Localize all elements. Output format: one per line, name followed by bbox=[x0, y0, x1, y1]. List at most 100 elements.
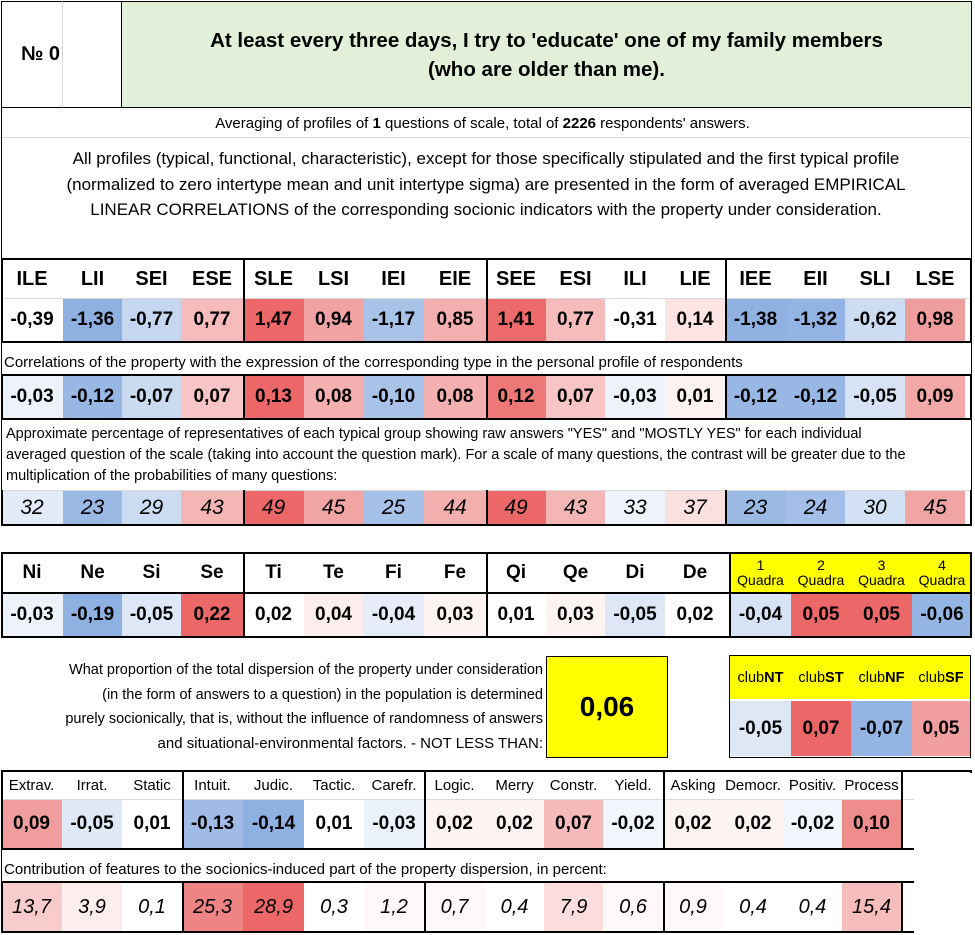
number-cell: № 0 bbox=[1, 1, 62, 108]
quadra-label-text: Quadra bbox=[918, 572, 966, 588]
group-separator bbox=[243, 374, 245, 419]
type-correlation-value: -0,12 bbox=[725, 376, 786, 418]
border-line bbox=[1, 931, 914, 933]
quadra-label-text: Quadra bbox=[858, 572, 905, 588]
type-percentage-value: 30 bbox=[845, 491, 905, 524]
club-label-sf: club SF bbox=[912, 656, 970, 699]
type-correlation-value: 0,08 bbox=[304, 376, 363, 418]
trait-label-static: Static bbox=[133, 776, 171, 794]
club-label-nf: club NF bbox=[851, 656, 912, 699]
trait-contribution-value: 0,4 bbox=[723, 883, 783, 931]
group-separator bbox=[182, 770, 184, 850]
club-name: NF bbox=[885, 669, 905, 686]
function-label-se: Se bbox=[200, 562, 224, 583]
quadra-label-2: 2 Quadra bbox=[791, 554, 851, 592]
trait-contribution-value: 0,4 bbox=[783, 883, 842, 931]
type-label-lii: LII bbox=[80, 267, 105, 290]
club-prefix: club bbox=[737, 669, 765, 686]
summary-questions: 1 bbox=[372, 115, 381, 132]
trait-label-positiv: Positiv. bbox=[788, 776, 837, 794]
club-label-nt: club NT bbox=[730, 656, 791, 699]
function-value: -0,04 bbox=[363, 594, 424, 636]
type-percentage-value: 43 bbox=[181, 491, 243, 524]
type-percentage-value: 44 bbox=[424, 491, 486, 524]
grid-line bbox=[1, 799, 914, 800]
dispersion-line4: and situational-environmental factors. -… bbox=[157, 734, 543, 752]
percentage-caption: Approximate percentage of representative… bbox=[2, 424, 970, 487]
trait-label-asking: Asking bbox=[670, 776, 716, 794]
quadra-label-text: 2 bbox=[817, 557, 825, 573]
function-value: -0,03 bbox=[1, 594, 63, 636]
group-separator bbox=[424, 770, 426, 850]
dispersion-line3: purely socionically, that is, without th… bbox=[65, 711, 543, 727]
title-cell: At least every three days, I try to 'edu… bbox=[121, 1, 972, 108]
club-label-st: club ST bbox=[791, 656, 851, 699]
function-value: 0,02 bbox=[243, 594, 304, 636]
club-prefix: club bbox=[798, 669, 826, 686]
quadra-label-text: 1 bbox=[756, 557, 765, 573]
group-separator bbox=[901, 770, 903, 850]
trait-value: 0,01 bbox=[304, 800, 364, 848]
type-percentage-value: 49 bbox=[486, 491, 546, 524]
quadra-value: 0,05 bbox=[851, 594, 912, 636]
trait-label-intuit: Intuit. bbox=[194, 776, 231, 794]
type-profile-value: 0,85 bbox=[424, 299, 486, 341]
trait-label-judic: Judic. bbox=[253, 776, 294, 794]
group-separator bbox=[970, 490, 972, 526]
group-separator bbox=[970, 552, 972, 638]
group-separator bbox=[1, 881, 3, 933]
dispersion-value: 0,06 bbox=[579, 691, 635, 722]
summary-line: Averaging of profiles of 1 questions of … bbox=[0, 111, 965, 137]
group-separator bbox=[243, 258, 245, 342]
function-value: 0,04 bbox=[304, 594, 363, 636]
type-profile-value: -1,38 bbox=[725, 299, 786, 341]
trait-contribution-value: 25,3 bbox=[182, 883, 243, 931]
quadra-value: 0,05 bbox=[791, 594, 851, 636]
type-correlation-value: 0,07 bbox=[546, 376, 605, 418]
club-prefix: club bbox=[858, 669, 886, 686]
type-correlation-value: -0,12 bbox=[63, 376, 122, 418]
type-label-sle: SLE bbox=[254, 267, 293, 290]
type-label-lie: LIE bbox=[679, 267, 711, 290]
border-line bbox=[1, 343, 2, 491]
group-separator bbox=[729, 552, 731, 638]
group-separator bbox=[182, 881, 184, 933]
type-profile-value: 0,77 bbox=[181, 299, 243, 341]
type-profile-value: -0,62 bbox=[845, 299, 905, 341]
percentage-caption-line-1: Approximate percentage of representative… bbox=[6, 426, 862, 442]
trait-value: 0,01 bbox=[122, 800, 182, 848]
description-line2: (normalized to zero intertype mean and u… bbox=[66, 174, 906, 194]
type-label-eii: EII bbox=[803, 267, 828, 290]
type-profile-value: -1,36 bbox=[63, 299, 122, 341]
group-separator bbox=[970, 258, 972, 342]
type-percentage-value: 23 bbox=[63, 491, 122, 524]
type-correlation-value: 0,13 bbox=[243, 376, 304, 418]
club-value: -0,05 bbox=[730, 701, 791, 756]
trait-label-logic: Logic. bbox=[434, 776, 475, 794]
group-separator bbox=[1, 374, 3, 419]
type-percentage-value: 33 bbox=[605, 491, 665, 524]
trait-contribution-value: 0,4 bbox=[485, 883, 544, 931]
type-correlation-value: 0,09 bbox=[905, 376, 965, 418]
quadra-label-3: 3 Quadra bbox=[851, 554, 912, 592]
club-value: -0,07 bbox=[851, 701, 912, 756]
group-separator bbox=[725, 258, 727, 342]
type-label-see: SEE bbox=[495, 267, 537, 290]
dispersion-text: What proportion of the total dispersion … bbox=[2, 658, 545, 758]
group-separator bbox=[243, 490, 245, 526]
border-line bbox=[1, 418, 972, 420]
trait-contribution-value: 0,7 bbox=[424, 883, 485, 931]
dispersion-line2: (in the form of answers to a question) i… bbox=[102, 686, 543, 703]
club-value: 0,07 bbox=[791, 701, 851, 756]
type-correlation-value: 0,07 bbox=[181, 376, 243, 418]
quadra-label-text: 3 bbox=[877, 557, 886, 573]
function-value: 0,01 bbox=[486, 594, 546, 636]
type-profile-value: -1,17 bbox=[363, 299, 424, 341]
group-separator bbox=[725, 490, 727, 526]
type-percentage-value: 32 bbox=[1, 491, 63, 524]
type-label-lse: LSE bbox=[915, 267, 955, 290]
type-correlation-value: 0,01 bbox=[665, 376, 725, 418]
function-value: 0,03 bbox=[546, 594, 605, 636]
trait-value: -0,03 bbox=[364, 800, 424, 848]
group-separator bbox=[1, 490, 3, 526]
